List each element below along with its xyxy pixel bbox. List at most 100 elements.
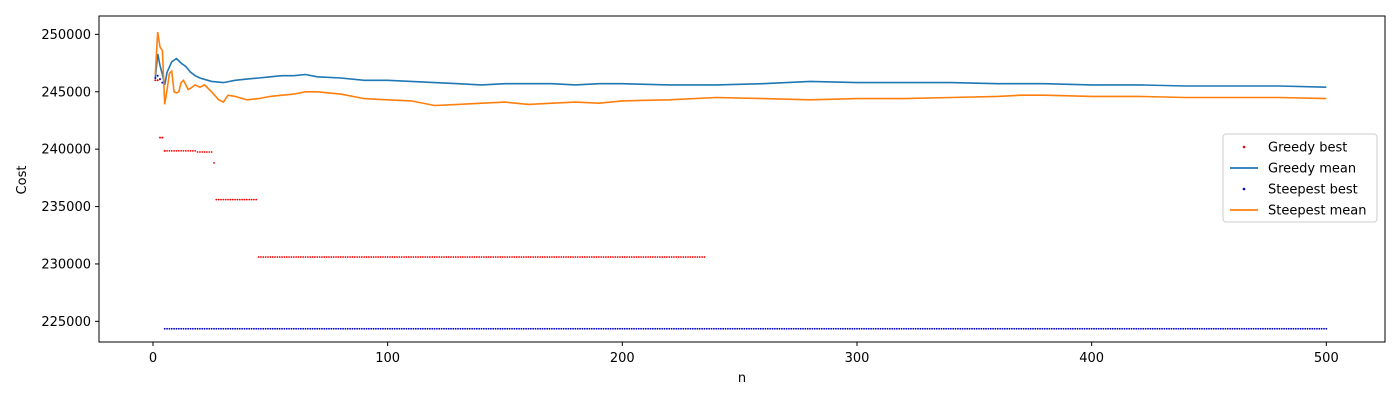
steepest-best-point <box>1238 327 1241 330</box>
steepest-best-point <box>1090 327 1093 330</box>
steepest-best-point <box>842 327 844 330</box>
steepest-best-point <box>1128 327 1131 330</box>
steepest-best-point <box>499 327 502 330</box>
greedy-best-point <box>285 256 288 258</box>
steepest-best-point <box>675 327 678 330</box>
legend-swatch-steepest-best <box>1242 187 1246 191</box>
steepest-best-point <box>1184 327 1187 330</box>
steepest-best-point <box>1032 327 1034 330</box>
steepest-best-point <box>734 327 736 330</box>
steepest-best-point <box>358 327 361 330</box>
greedy-best-point <box>306 256 309 258</box>
steepest-best-point <box>194 327 197 330</box>
steepest-best-point <box>870 327 872 330</box>
greedy-best-point <box>473 256 476 258</box>
steepest-best-point <box>705 327 708 330</box>
steepest-best-point <box>1247 327 1250 330</box>
greedy-best-point <box>607 256 610 258</box>
steepest-best-point <box>1172 327 1175 330</box>
steepest-best-point <box>367 327 370 330</box>
steepest-best-point <box>255 327 258 330</box>
greedy-best-point <box>490 256 492 258</box>
steepest-best-point <box>391 327 394 330</box>
steepest-best-point <box>567 327 570 330</box>
steepest-best-point <box>461 327 464 330</box>
greedy-best-point <box>614 256 617 258</box>
steepest-best-point <box>773 327 776 330</box>
greedy-best-point <box>234 198 237 201</box>
greedy-best-point <box>180 149 183 152</box>
steepest-best-point <box>816 327 818 330</box>
steepest-best-point <box>724 327 727 330</box>
steepest-best-point <box>985 327 987 330</box>
greedy-best-point <box>248 198 251 201</box>
greedy-best-point <box>494 256 497 258</box>
steepest-best-point <box>1245 327 1248 330</box>
steepest-best-point <box>156 74 159 77</box>
steepest-best-point <box>898 327 901 330</box>
steepest-best-point <box>382 327 384 330</box>
steepest-best-point <box>520 327 523 330</box>
steepest-best-point <box>1116 327 1119 330</box>
steepest-best-point <box>518 327 520 330</box>
steepest-best-point <box>924 327 926 330</box>
greedy-best-point <box>264 256 267 258</box>
greedy-best-point <box>635 256 638 258</box>
greedy-best-point <box>602 256 605 258</box>
legend-label-greedy-mean: Greedy mean <box>1268 162 1356 177</box>
steepest-best-point <box>1290 327 1293 330</box>
steepest-best-point <box>604 327 607 330</box>
greedy-best-point <box>569 256 572 258</box>
greedy-best-point <box>288 256 290 258</box>
greedy-best-point <box>640 256 642 258</box>
greedy-best-point <box>269 256 272 258</box>
steepest-best-point <box>1283 327 1285 330</box>
steepest-best-point <box>1194 327 1196 330</box>
greedy-best-point <box>438 256 441 258</box>
steepest-best-point <box>1316 327 1318 330</box>
steepest-best-point <box>1015 327 1018 330</box>
greedy-best-point <box>297 256 300 258</box>
steepest-best-point <box>846 327 849 330</box>
steepest-best-point <box>666 327 668 330</box>
steepest-best-point <box>206 327 208 330</box>
steepest-best-point <box>180 327 183 330</box>
steepest-best-point <box>428 327 431 330</box>
steepest-best-point <box>933 327 936 330</box>
steepest-best-point <box>565 327 567 330</box>
greedy-best-point <box>407 256 410 258</box>
steepest-best-point <box>173 327 175 330</box>
steepest-best-point <box>729 327 732 330</box>
greedy-best-point <box>360 256 363 258</box>
steepest-best-point <box>269 327 272 330</box>
steepest-best-point <box>999 327 1002 330</box>
steepest-best-point <box>468 327 471 330</box>
steepest-best-point <box>971 327 973 330</box>
steepest-best-point <box>393 327 396 330</box>
greedy-best-point <box>543 256 546 258</box>
steepest-best-point <box>1088 327 1091 330</box>
steepest-best-point <box>820 327 823 330</box>
steepest-best-point <box>658 327 661 330</box>
steepest-best-point <box>539 327 542 330</box>
legend-swatch-greedy-best <box>1242 145 1246 149</box>
steepest-best-point <box>163 327 166 330</box>
steepest-best-point <box>407 327 410 330</box>
steepest-best-point <box>1175 327 1178 330</box>
steepest-best-point <box>912 327 915 330</box>
greedy-best-point <box>189 149 192 152</box>
steepest-best-point <box>384 327 387 330</box>
steepest-best-point <box>1125 327 1128 330</box>
steepest-best-point <box>313 327 316 330</box>
greedy-best-point <box>480 256 483 258</box>
greedy-best-point <box>619 256 621 258</box>
x-axis-label: n <box>738 371 746 386</box>
steepest-best-point <box>443 327 445 330</box>
steepest-best-point <box>839 327 842 330</box>
steepest-best-point <box>421 327 424 330</box>
steepest-best-point <box>1280 327 1283 330</box>
steepest-best-point <box>414 327 417 330</box>
steepest-best-point <box>966 327 969 330</box>
steepest-best-point <box>1301 327 1304 330</box>
steepest-best-point <box>597 327 600 330</box>
